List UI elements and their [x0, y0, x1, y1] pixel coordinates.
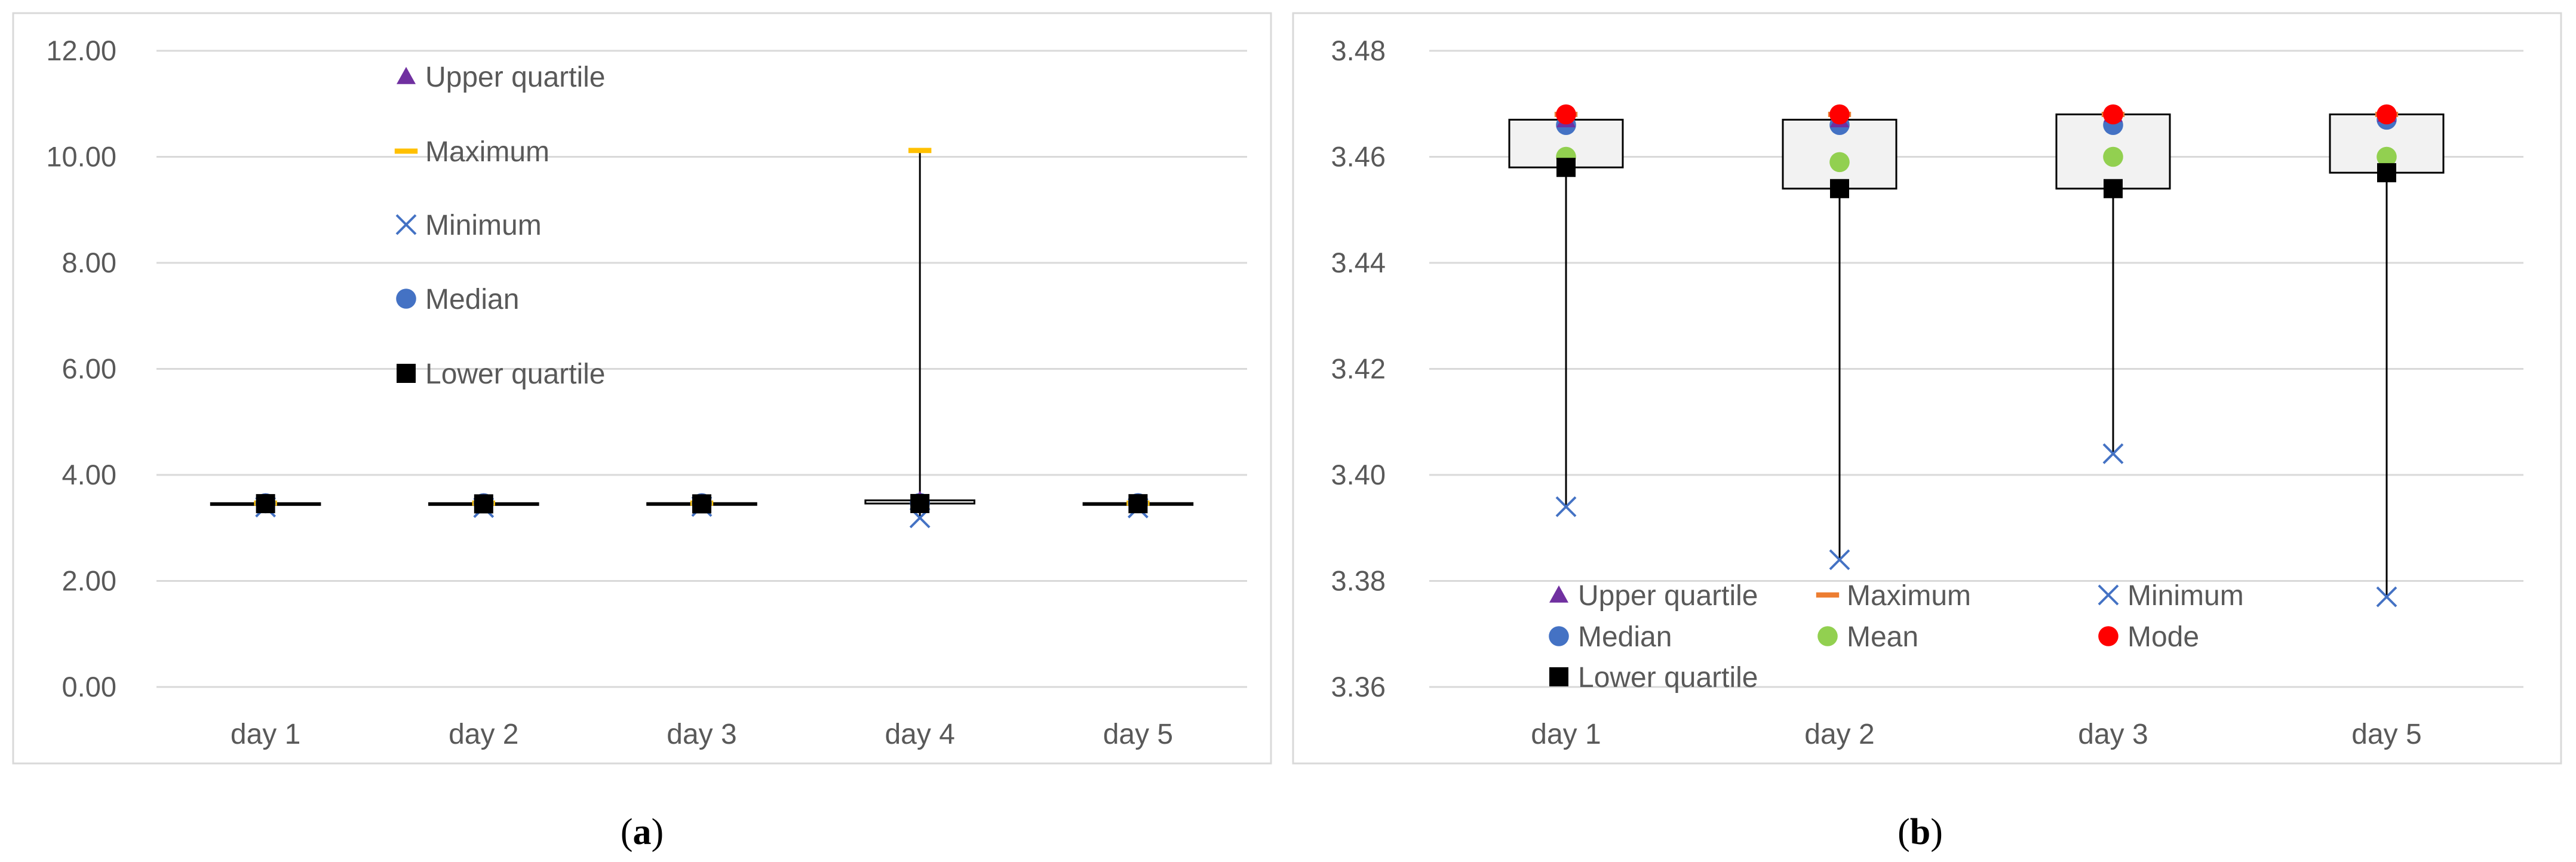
x-tick-label: day 1 [1531, 719, 1601, 750]
legend-label: Lower quartile [1578, 662, 1758, 694]
point-lower-quartile [2104, 179, 2123, 198]
y-tick-label: 3.44 [1331, 247, 1386, 278]
x-tick-label: day 3 [667, 719, 736, 750]
x-tick-label: day 2 [1804, 719, 1874, 750]
point-lower-quartile [1556, 158, 1576, 177]
legend-marker-mean [1817, 626, 1838, 646]
legend-label: Upper quartile [425, 62, 606, 93]
caption-letter: a [633, 812, 652, 852]
legend-marker-mode [2098, 626, 2118, 646]
point-lower-quartile [1830, 179, 1849, 198]
y-tick-label: 0.00 [62, 671, 116, 703]
point-minimum [1555, 496, 1577, 517]
point-mean [2377, 146, 2397, 167]
point-mode [1829, 104, 1850, 125]
legend-marker-median [396, 289, 416, 309]
y-tick-label: 10.00 [46, 141, 116, 173]
point-lower-quartile [1128, 494, 1148, 514]
panel-caption: (b) [1898, 812, 1943, 852]
legend: Upper quartile Maximum Minimum Median Lower … [394, 62, 606, 390]
point-mean [1829, 152, 1850, 173]
x-tick-label: day 1 [231, 719, 300, 750]
legend-label: Mode [2127, 621, 2199, 653]
point-lower-quartile [474, 494, 493, 514]
x-tick-label: day 5 [1103, 719, 1173, 750]
point-mode [2103, 104, 2123, 125]
panel-caption: (a) [621, 812, 664, 852]
point-minimum-stroke-2 [2102, 443, 2124, 464]
point-lower-quartile [2377, 163, 2396, 183]
point-minimum-stroke-2 [1555, 496, 1577, 517]
chart-panel-b: 3.36 3.38 3.40 3.42 3.44 3.46 3.48 day 1 day 2 da… [1292, 12, 2562, 852]
caption-close: ) [1930, 812, 1943, 852]
y-tick-label: 4.00 [62, 459, 116, 490]
y-tick-label: 3.36 [1331, 671, 1386, 703]
caption-letter: b [1910, 812, 1930, 852]
legend-label: Mean [1847, 621, 1918, 653]
point-minimum [2102, 443, 2124, 464]
point-minimum-stroke-2 [2376, 586, 2397, 608]
legend-label: Minimum [2127, 580, 2244, 612]
legend-marker-minimum [395, 214, 417, 235]
chart-frame [12, 12, 1272, 765]
chart-panel-a: 0.00 2.00 4.00 6.00 8.00 10.00 12.00 day 1 day 2… [12, 12, 1272, 852]
point-lower-quartile [692, 494, 711, 514]
point-minimum [1829, 549, 1850, 570]
legend-label: Lower quartile [425, 358, 606, 390]
y-tick-label: 2.00 [62, 565, 116, 597]
legend-marker-lower-quartile [397, 364, 416, 383]
y-tick-label: 6.00 [62, 353, 116, 385]
caption-open: ( [621, 812, 633, 852]
legend-label: Median [425, 284, 519, 315]
legend-label: Upper quartile [1578, 580, 1758, 612]
x-tick-label: day 4 [885, 719, 954, 750]
legend: Upper quartile Maximum Minimum Median Mean Mo… [1549, 580, 2244, 694]
x-tick-label: day 3 [2078, 719, 2148, 750]
legend-marker-upper-quartile [397, 67, 416, 84]
x-tick-label: day 2 [449, 719, 518, 750]
y-tick-label: 3.40 [1331, 459, 1386, 490]
legend-marker-minimum-stroke-2 [2098, 584, 2119, 606]
point-lower-quartile [256, 494, 275, 514]
caption-open: ( [1898, 812, 1910, 852]
y-tick-label: 3.38 [1331, 565, 1386, 597]
legend-label: Maximum [1847, 580, 1971, 612]
y-tick-label: 12.00 [46, 35, 116, 66]
legend-label: Minimum [425, 210, 542, 241]
y-tick-label: 3.46 [1331, 141, 1386, 173]
y-tick-label: 8.00 [62, 247, 116, 278]
point-minimum-stroke-2 [1829, 549, 1850, 570]
legend-marker-median [1549, 626, 1569, 646]
legend-label: Maximum [425, 136, 549, 168]
y-tick-label: 3.42 [1331, 353, 1386, 385]
point-minimum [2376, 586, 2397, 608]
caption-close: ) [652, 812, 664, 852]
x-tick-label: day 5 [2351, 719, 2421, 750]
y-tick-label: 3.48 [1331, 35, 1386, 66]
point-mean [2103, 146, 2123, 167]
point-lower-quartile [910, 493, 930, 513]
legend-label: Median [1578, 621, 1672, 653]
legend-marker-upper-quartile [1549, 585, 1568, 603]
legend-marker-minimum-stroke-2 [395, 214, 417, 235]
legend-marker-minimum [2098, 584, 2119, 606]
point-mode [2377, 104, 2397, 125]
point-mode [1556, 104, 1576, 125]
legend-marker-lower-quartile [1549, 667, 1568, 686]
